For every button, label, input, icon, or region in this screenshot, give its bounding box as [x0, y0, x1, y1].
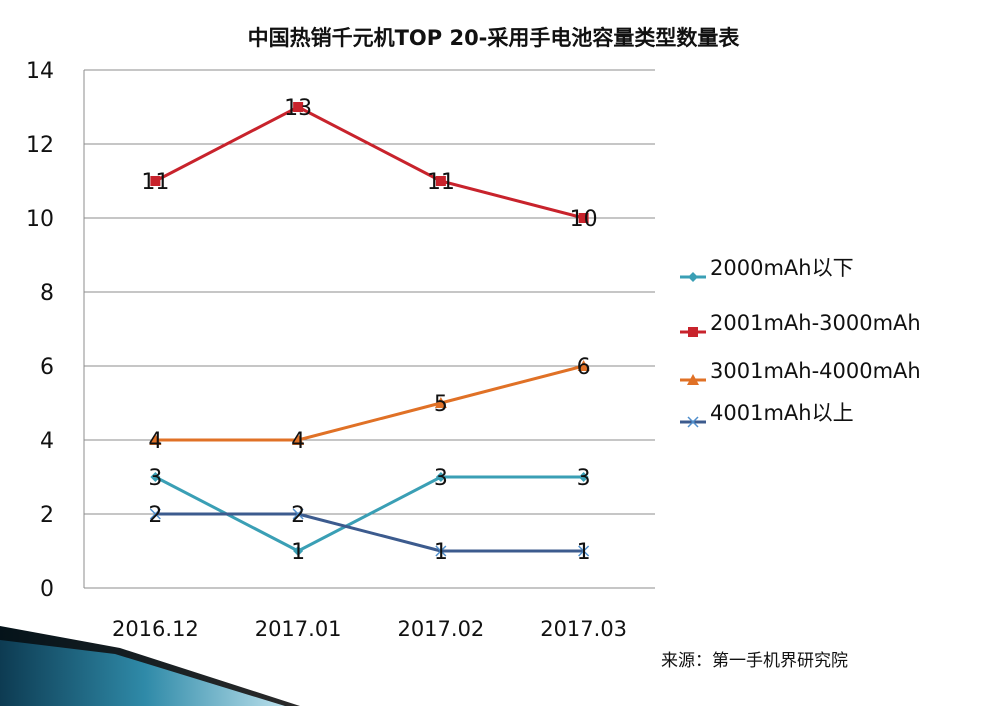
legend-label: 2000mAh以下	[710, 256, 854, 280]
x-tick-label: 2017.01	[255, 617, 342, 641]
y-tick-label: 4	[40, 429, 54, 454]
data-label: 3	[577, 466, 591, 491]
data-label: 1	[434, 540, 448, 565]
y-tick-label: 0	[40, 577, 54, 602]
data-label: 5	[434, 392, 448, 417]
data-label: 2	[291, 503, 305, 528]
data-label: 10	[570, 207, 598, 232]
source-note: 来源：第一手机界研究院	[661, 651, 848, 671]
legend-swatch-marker	[687, 416, 699, 428]
data-label: 2	[148, 503, 162, 528]
y-tick-label: 10	[26, 207, 54, 232]
series-line	[155, 512, 584, 553]
data-point	[578, 472, 589, 482]
x-tick-label: 2017.02	[397, 617, 484, 641]
series-line	[155, 364, 585, 442]
y-tick-label: 2	[40, 503, 54, 528]
legend-swatch-marker	[688, 327, 698, 337]
y-tick-label: 14	[26, 59, 54, 84]
y-tick-label: 8	[40, 281, 54, 306]
data-point	[293, 546, 304, 556]
data-label: 4	[291, 429, 305, 454]
data-label: 3	[148, 466, 162, 491]
data-point	[435, 472, 446, 482]
data-point	[435, 545, 447, 557]
data-label: 11	[141, 170, 169, 195]
data-point	[578, 545, 590, 557]
data-point	[149, 508, 161, 520]
data-label: 11	[427, 170, 455, 195]
legend-swatch-marker	[688, 272, 698, 282]
legend-label: 4001mAh以上	[710, 401, 854, 425]
legend-label: 3001mAh-4000mAh	[710, 359, 921, 383]
data-label: 4	[148, 429, 162, 454]
data-point	[435, 176, 446, 186]
x-tick-label: 2016.12	[112, 617, 199, 641]
x-tick-label: 2017.03	[540, 617, 627, 641]
data-label: 6	[577, 355, 591, 380]
data-point	[149, 434, 162, 445]
data-label: 13	[284, 96, 312, 121]
data-point	[578, 213, 589, 223]
data-point	[577, 360, 590, 371]
legend-swatch-marker	[687, 374, 699, 385]
data-point	[434, 397, 447, 408]
data-point	[293, 102, 304, 112]
data-point	[150, 176, 161, 186]
data-label: 1	[577, 540, 591, 565]
y-tick-label: 6	[40, 355, 54, 380]
data-label: 3	[434, 466, 448, 491]
series-line	[154, 105, 585, 220]
legend-label: 2001mAh-3000mAh	[710, 311, 921, 335]
chart-title: 中国热销千元机TOP 20-采用手电池容量类型数量表	[247, 26, 740, 50]
y-tick-label: 12	[26, 133, 54, 158]
data-label: 1	[291, 540, 305, 565]
data-point	[292, 434, 305, 445]
data-point	[292, 508, 304, 520]
data-point	[150, 472, 161, 482]
